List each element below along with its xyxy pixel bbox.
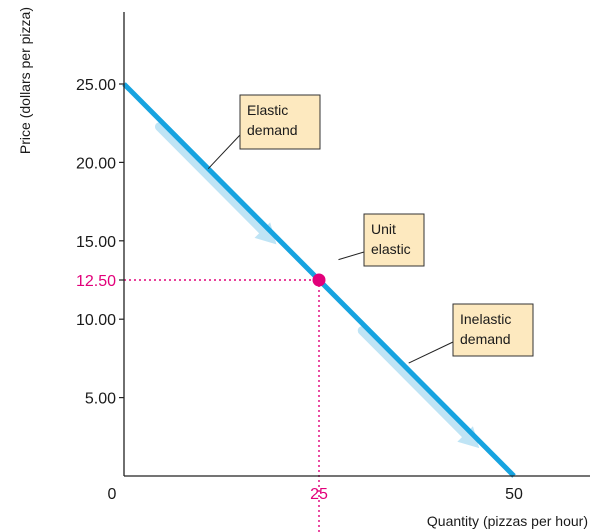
- direction-arrow: [154, 122, 277, 245]
- annotation-inelastic: Inelastic demand: [408, 303, 534, 364]
- y-tick-label: 10.00: [76, 312, 116, 329]
- annotation-text: Inelastic: [460, 311, 511, 327]
- annotation-leader-line: [207, 134, 241, 170]
- annotation-leader-line: [408, 341, 454, 364]
- y-tick-label: 5.00: [85, 391, 116, 408]
- annotation-leader-line: [338, 251, 365, 261]
- y-tick-label: 25.00: [76, 77, 116, 94]
- annotation-box: [452, 303, 534, 357]
- guides-layer: [124, 279, 320, 532]
- annotation-text: Unit: [371, 221, 396, 237]
- x-tick-label: 50: [505, 486, 523, 503]
- annotation-box: [239, 94, 321, 150]
- annotation-text: demand: [460, 331, 511, 347]
- y-tick-label: 20.00: [76, 155, 116, 172]
- point-layer: [312, 273, 326, 287]
- y-tick-label: 12.50: [76, 273, 116, 290]
- annotation-unit: Unit elastic: [338, 213, 425, 267]
- annotation-text: elastic: [371, 241, 411, 257]
- arrows-layer: [154, 122, 480, 449]
- annotations-layer: Elastic demand Unit elastic Inelastic demand: [207, 94, 534, 364]
- annotation-text: Elastic: [247, 102, 288, 118]
- annotation-text: demand: [247, 122, 298, 138]
- annotation-elastic: Elastic demand: [207, 94, 321, 170]
- ticks-layer: 5.00 10.00 12.50 15.00 20.00 25.00 0 25 50: [76, 77, 523, 503]
- y-axis-title: Price (dollars per pizza): [17, 7, 33, 154]
- x-tick-label: 25: [310, 486, 328, 503]
- direction-arrow: [357, 326, 480, 449]
- y-tick-label: 15.00: [76, 234, 116, 251]
- unit-elastic-point: [312, 273, 326, 287]
- annotation-box: [363, 213, 425, 267]
- x-axis-title: Quantity (pizzas per hour): [427, 513, 588, 529]
- x-tick-label: 0: [108, 486, 117, 503]
- axes-layer: [123, 12, 590, 477]
